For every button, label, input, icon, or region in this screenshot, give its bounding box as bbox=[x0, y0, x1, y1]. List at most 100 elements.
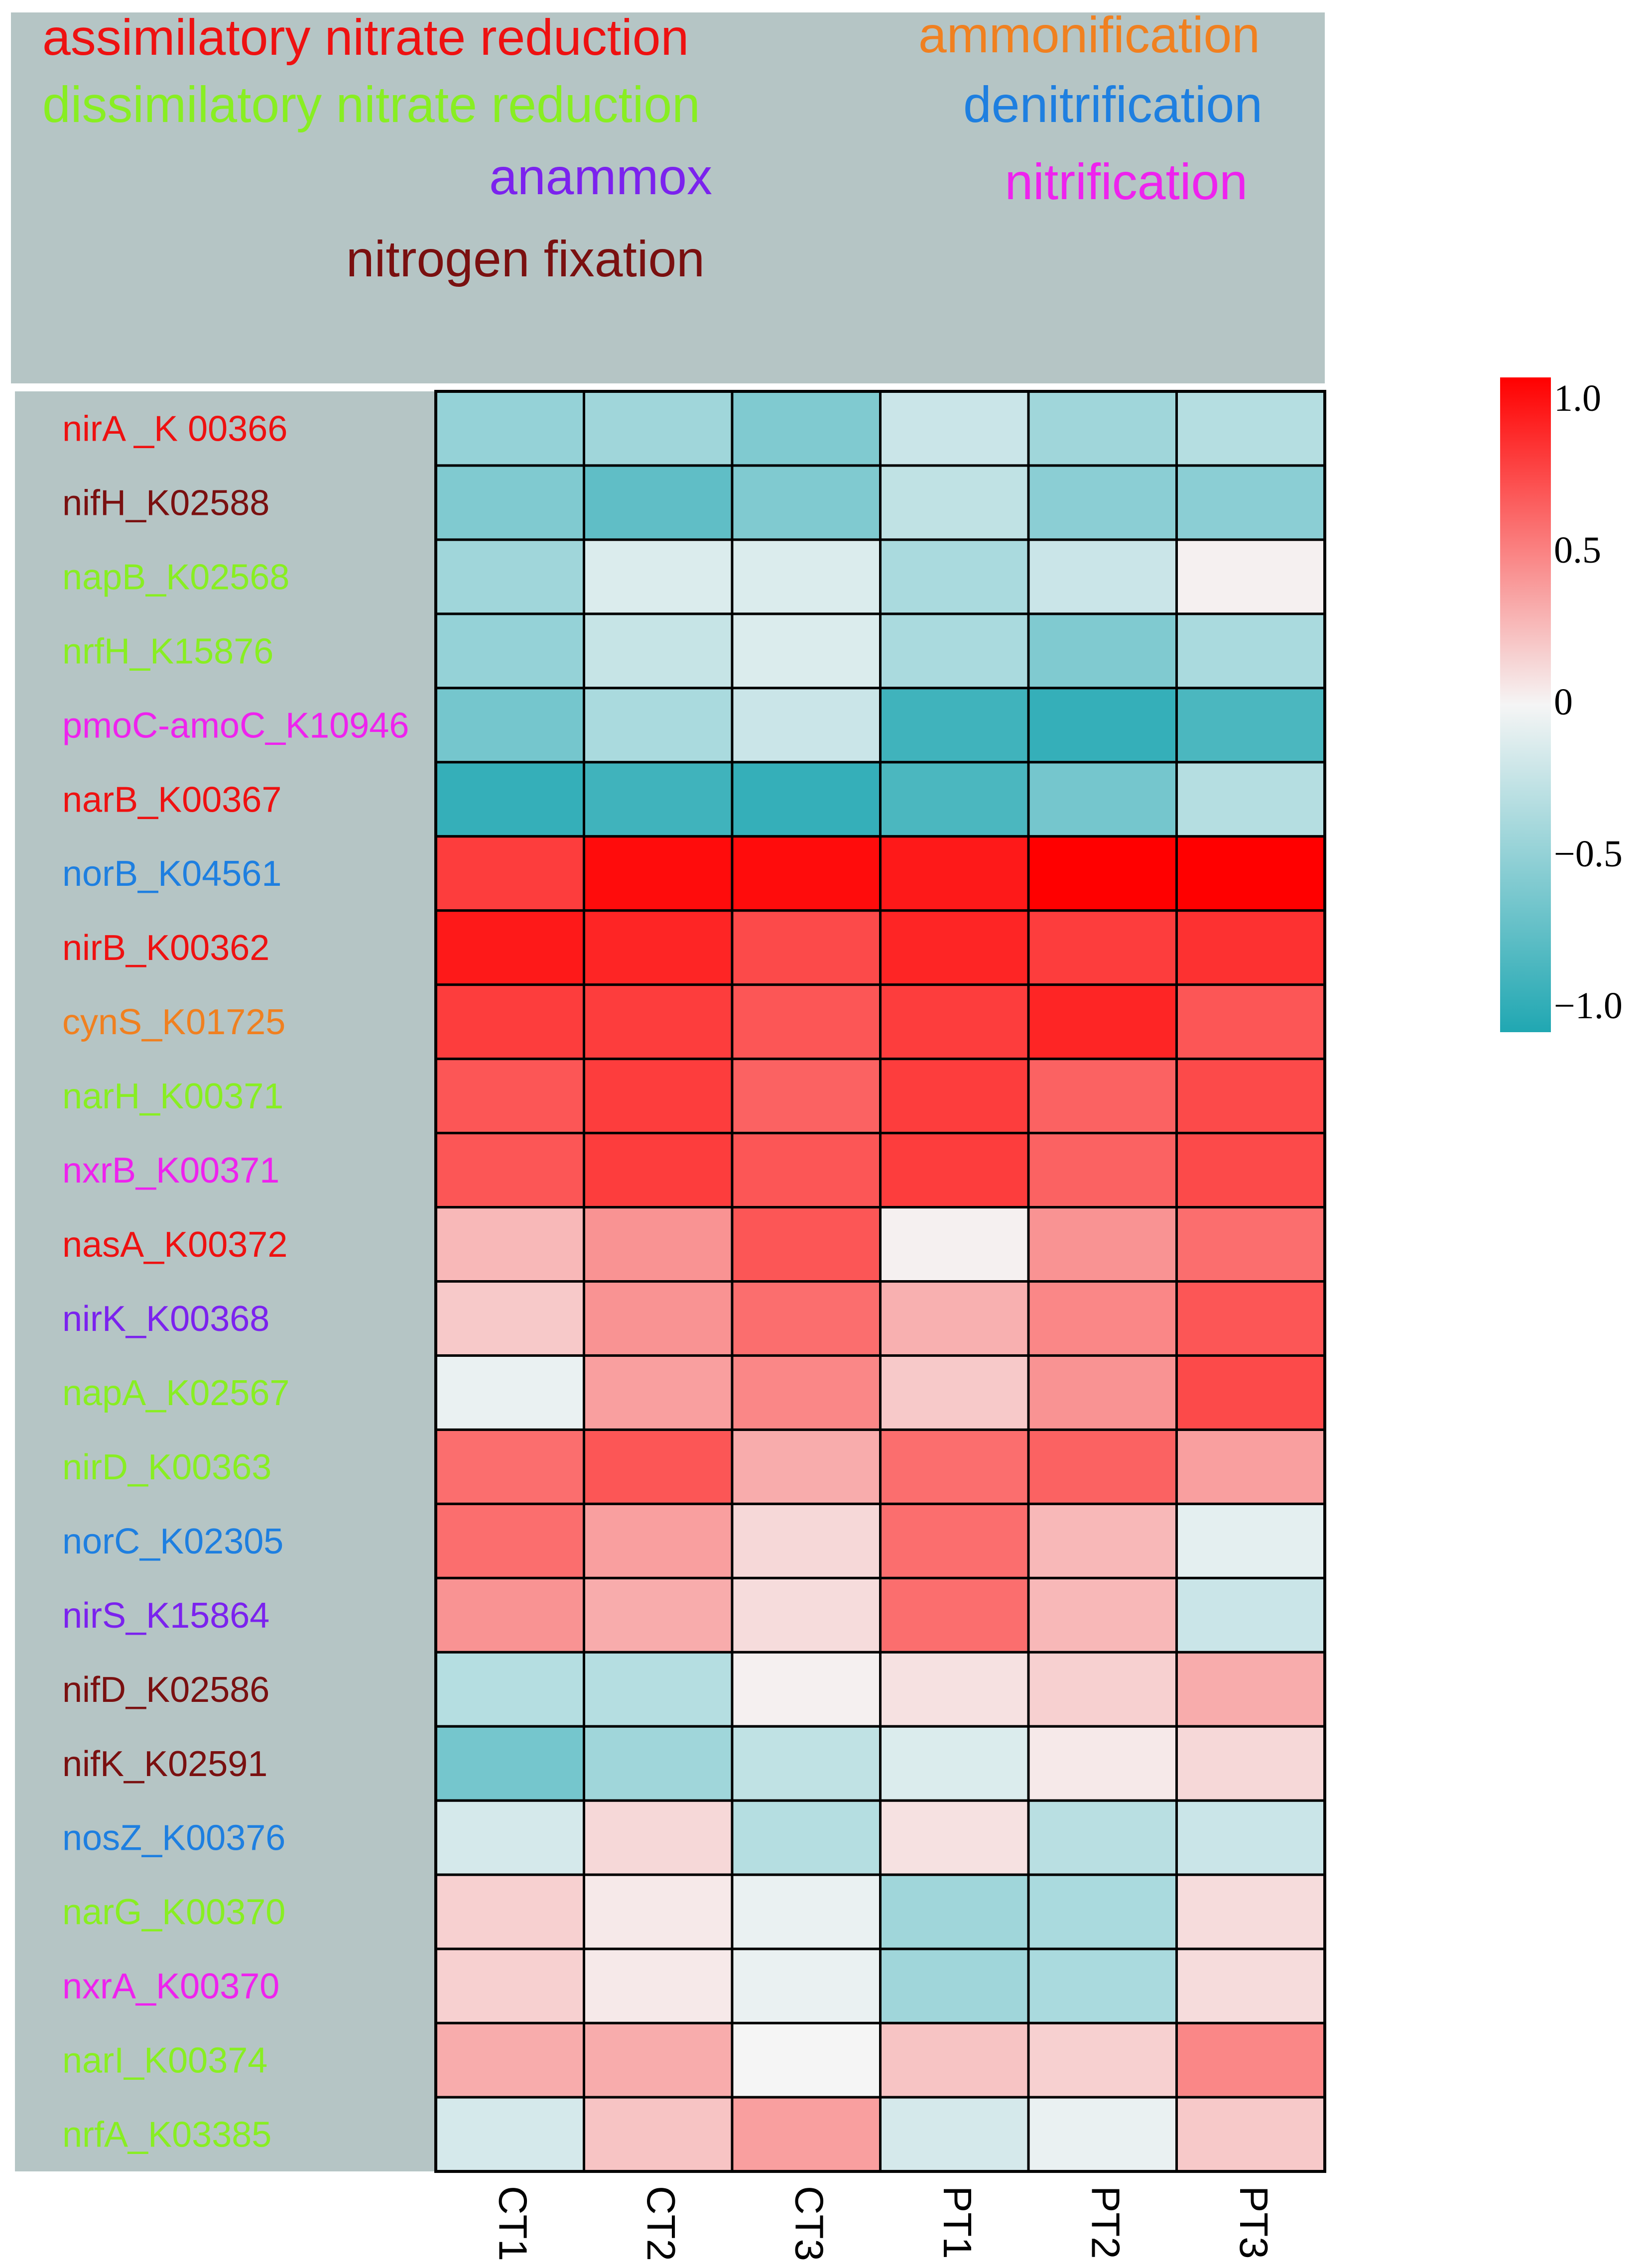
heatmap-cell bbox=[434, 1058, 585, 1135]
heatmap-cell bbox=[434, 909, 585, 986]
heatmap-cell bbox=[583, 1725, 734, 1802]
heatmap-cell bbox=[1027, 390, 1178, 467]
heatmap-cell bbox=[434, 1947, 585, 2025]
column-label-PT1: PT1 bbox=[935, 2186, 980, 2259]
row-label: cynS_K01725 bbox=[62, 1002, 285, 1042]
heatmap-cell bbox=[879, 1502, 1030, 1579]
column-label-CT1: CT1 bbox=[491, 2186, 535, 2261]
heatmap-cell bbox=[1175, 612, 1326, 690]
heatmap-cell bbox=[583, 2096, 734, 2173]
row-label: napA_K02567 bbox=[62, 1373, 289, 1413]
heatmap-cell bbox=[1175, 1206, 1326, 1283]
heatmap-cell bbox=[434, 538, 585, 615]
heatmap-cell bbox=[434, 983, 585, 1061]
heatmap-cell bbox=[1175, 538, 1326, 615]
heatmap-cell bbox=[583, 1206, 734, 1283]
heatmap-cell bbox=[879, 538, 1030, 615]
heatmap-cell bbox=[583, 1428, 734, 1505]
heatmap-cell bbox=[1027, 983, 1178, 1061]
heatmap-cell bbox=[434, 1354, 585, 1431]
heatmap-cell bbox=[1027, 1725, 1178, 1802]
heatmap-cell bbox=[879, 835, 1030, 912]
heatmap-cell bbox=[879, 1725, 1030, 1802]
heatmap-cell bbox=[879, 687, 1030, 764]
heatmap-cell bbox=[1175, 2022, 1326, 2099]
heatmap-cell bbox=[731, 761, 882, 838]
heatmap-cell bbox=[731, 1280, 882, 1357]
heatmap-cell bbox=[1027, 1206, 1178, 1283]
heatmap-cell bbox=[879, 1280, 1030, 1357]
heatmap-cell bbox=[731, 1799, 882, 1876]
heatmap-cell bbox=[879, 1058, 1030, 1135]
heatmap-cell bbox=[583, 1873, 734, 1950]
heatmap-cell bbox=[434, 1873, 585, 1950]
legend-panel bbox=[11, 12, 1325, 383]
row-label: nirA _K 00366 bbox=[62, 409, 287, 449]
heatmap-cell bbox=[1027, 1058, 1178, 1135]
heatmap-cell bbox=[731, 687, 882, 764]
heatmap-cell bbox=[731, 2096, 882, 2173]
heatmap-cell bbox=[1175, 2096, 1326, 2173]
heatmap-cell bbox=[583, 687, 734, 764]
row-label: nrfH_K15876 bbox=[62, 631, 273, 671]
heatmap-cell bbox=[879, 2022, 1030, 2099]
heatmap-cell bbox=[731, 538, 882, 615]
legend-item-assimilatory-nitrate-reduction: assimilatory nitrate reduction bbox=[42, 9, 689, 66]
heatmap-cell bbox=[434, 1428, 585, 1505]
heatmap-cell bbox=[434, 612, 585, 690]
heatmap-cell bbox=[1175, 687, 1326, 764]
heatmap-cell bbox=[731, 464, 882, 541]
heatmap-cell bbox=[731, 1428, 882, 1505]
heatmap-cell bbox=[879, 909, 1030, 986]
heatmap-cell bbox=[583, 612, 734, 690]
heatmap-cell bbox=[731, 1725, 882, 1802]
heatmap-cell bbox=[731, 390, 882, 467]
column-label-PT3: PT3 bbox=[1232, 2186, 1276, 2259]
heatmap-cell bbox=[434, 464, 585, 541]
heatmap-cell bbox=[731, 909, 882, 986]
row-label: nirD_K00363 bbox=[62, 1447, 271, 1487]
heatmap-cell bbox=[1027, 1651, 1178, 1728]
heatmap-cell bbox=[879, 464, 1030, 541]
heatmap-cell bbox=[434, 1280, 585, 1357]
heatmap-cell bbox=[434, 761, 585, 838]
heatmap-cell bbox=[1175, 1428, 1326, 1505]
row-label: norC_K02305 bbox=[62, 1522, 283, 1561]
heatmap-cell bbox=[1027, 761, 1178, 838]
heatmap-cell bbox=[1027, 1947, 1178, 2025]
row-label: nxrA_K00370 bbox=[62, 1967, 279, 2007]
colorbar-tick-label: 0 bbox=[1554, 681, 1573, 723]
heatmap-cell bbox=[879, 761, 1030, 838]
column-label-CT3: CT3 bbox=[787, 2186, 832, 2261]
heatmap-cell bbox=[1027, 1576, 1178, 1654]
heatmap-cell bbox=[1027, 687, 1178, 764]
heatmap-cell bbox=[731, 1576, 882, 1654]
heatmap-cell bbox=[1027, 2022, 1178, 2099]
heatmap-cell bbox=[1175, 1651, 1326, 1728]
heatmap-cell bbox=[1027, 612, 1178, 690]
heatmap-cell bbox=[731, 1502, 882, 1579]
heatmap-cell bbox=[1175, 761, 1326, 838]
heatmap-cell bbox=[583, 835, 734, 912]
column-labels: CT1 CT2 CT3 PT1 PT2 PT3 bbox=[491, 2186, 1276, 2261]
heatmap-cell bbox=[1175, 1725, 1326, 1802]
heatmap-cell bbox=[1027, 1280, 1178, 1357]
heatmap-cell bbox=[1175, 835, 1326, 912]
legend-item-denitrification: denitrification bbox=[963, 76, 1263, 133]
heatmap-cell bbox=[1175, 1947, 1326, 2025]
colorbar-tick-label: −0.5 bbox=[1554, 833, 1623, 875]
row-label: napB_K02568 bbox=[62, 557, 289, 597]
heatmap-cell bbox=[583, 1354, 734, 1431]
heatmap-cell bbox=[434, 1799, 585, 1876]
row-label: pmoC-amoC_K10946 bbox=[62, 706, 409, 745]
heatmap-cell bbox=[731, 1651, 882, 1728]
row-label: nirS_K15864 bbox=[62, 1596, 269, 1636]
pathway-legend: assimilatory nitrate reduction ammonifica… bbox=[42, 6, 1263, 287]
colorbar-tick-label: 1.0 bbox=[1554, 377, 1601, 419]
heatmap-cell bbox=[731, 612, 882, 690]
heatmap-cell bbox=[1175, 983, 1326, 1061]
heatmap-cell bbox=[879, 1428, 1030, 1505]
heatmap-cell bbox=[583, 1280, 734, 1357]
heatmap-cell bbox=[583, 1058, 734, 1135]
heatmap-cell bbox=[1175, 1280, 1326, 1357]
